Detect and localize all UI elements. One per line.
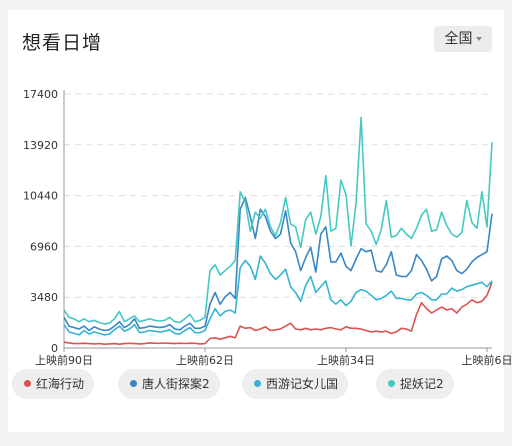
legend-item-hong-hai[interactable]: 红海行动 xyxy=(12,369,95,399)
region-label: 全国 xyxy=(444,31,473,47)
series-dot-icon xyxy=(254,380,261,387)
series-line xyxy=(63,282,493,346)
chart-card: 想看日增 全国 xyxy=(8,10,504,432)
legend-item-tang-ren-jie[interactable]: 唐人街探案2 xyxy=(118,369,220,399)
x-tick-label: 上映前34日 xyxy=(317,353,375,367)
y-grid xyxy=(64,93,492,298)
legend-item-zhuo-yao-ji[interactable]: 捉妖记2 xyxy=(376,369,454,399)
legend-label: 捉妖记2 xyxy=(400,377,444,391)
y-tick-label: 10440 xyxy=(23,190,58,203)
series-line xyxy=(63,255,493,336)
x-axis: 上映前90日 上映前62日 上映前34日 上映前6日 xyxy=(35,90,512,367)
y-tick-label: 3480 xyxy=(30,291,58,304)
legend-label: 红海行动 xyxy=(36,377,85,391)
region-dropdown[interactable]: 全国 xyxy=(434,26,492,52)
legend-item-xi-you-ji[interactable]: 西游记女儿国 xyxy=(242,369,349,399)
y-tick-label: 0 xyxy=(51,342,58,355)
series-line xyxy=(63,196,493,332)
series-dot-icon xyxy=(130,380,137,387)
series-lines xyxy=(63,116,493,346)
page-title: 想看日增 xyxy=(22,32,103,54)
y-tick-label: 17400 xyxy=(23,88,58,101)
chevron-down-icon xyxy=(475,37,482,41)
x-tick-label: 上映前90日 xyxy=(35,353,93,367)
y-tick-label: 6960 xyxy=(30,240,58,253)
series-dot-icon xyxy=(24,380,31,387)
series-line xyxy=(63,116,493,325)
x-tick-label: 上映前62日 xyxy=(176,353,234,367)
x-tick-label: 上映前6日 xyxy=(461,353,512,367)
legend-label: 西游记女儿国 xyxy=(266,377,339,391)
legend: 红海行动 唐人街探案2 西游记女儿国 捉妖记2 xyxy=(12,369,492,399)
series-dot-icon xyxy=(388,380,395,387)
y-tick-label: 13920 xyxy=(23,139,58,152)
y-axis-labels: 0 3480 6960 10440 13920 17400 xyxy=(23,88,58,355)
legend-label: 唐人街探案2 xyxy=(142,377,210,391)
